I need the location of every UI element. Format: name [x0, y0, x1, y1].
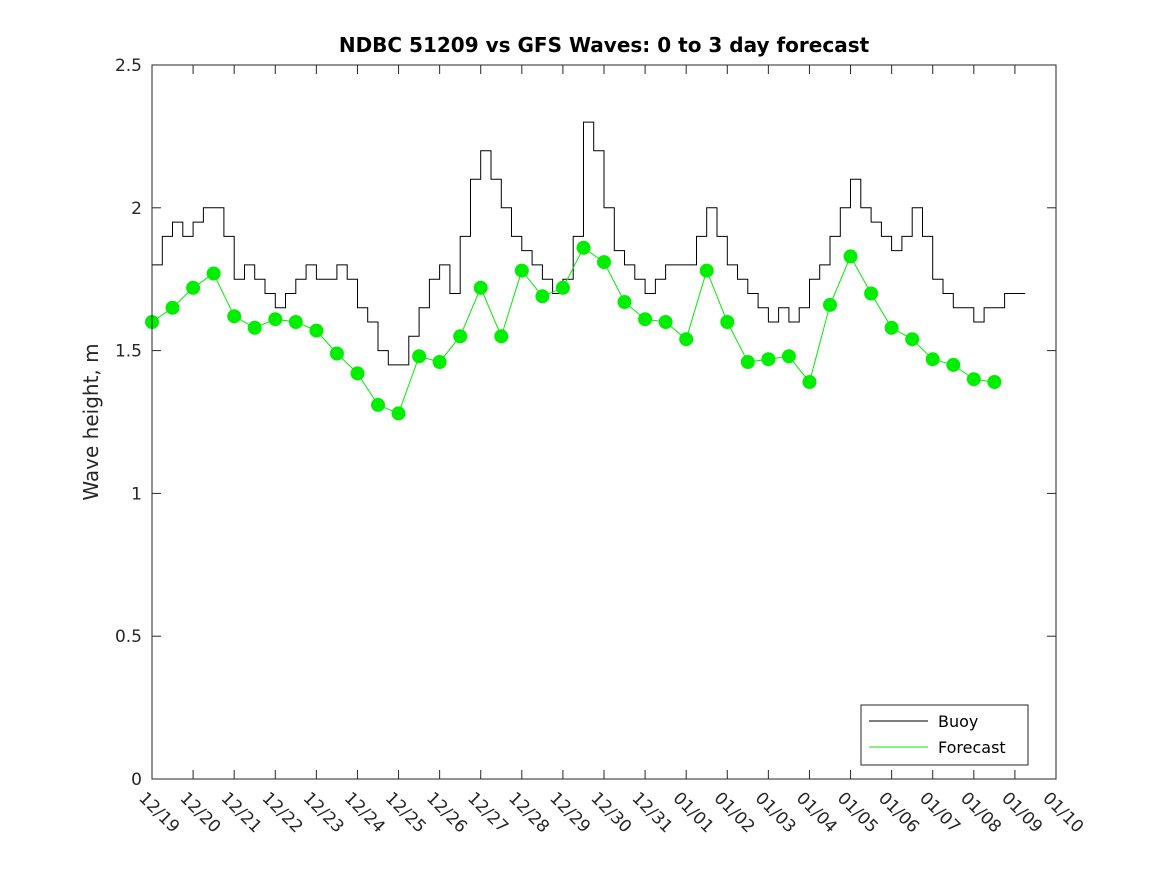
legend: Buoy Forecast: [860, 704, 1029, 766]
forecast-point: [864, 286, 879, 301]
forecast-point: [555, 280, 570, 295]
forecast-point: [288, 315, 303, 329]
y-tick-label: 0.5: [115, 627, 142, 647]
forecast-point: [925, 352, 940, 367]
forecast-point: [371, 397, 385, 412]
forecast-point: [576, 240, 591, 255]
forecast-point: [186, 280, 201, 295]
y-axis-label: Wave height, m: [79, 343, 103, 500]
y-tick-label: 1.5: [115, 342, 142, 362]
forecast-point: [597, 255, 611, 270]
forecast-point: [617, 295, 632, 309]
forecast-point: [823, 297, 837, 312]
forecast-point: [843, 249, 858, 264]
chart-title: NDBC 51209 vs GFS Waves: 0 to 3 day fore…: [339, 33, 870, 57]
forecast-point: [658, 315, 673, 329]
forecast-point: [802, 375, 817, 389]
forecast-point: [740, 355, 755, 369]
forecast-point: [761, 352, 776, 367]
legend-buoy-label: Buoy: [938, 712, 978, 731]
forecast-point: [699, 263, 714, 278]
forecast-point: [679, 332, 694, 347]
forecast-point: [227, 309, 242, 324]
legend-forecast-label: Forecast: [938, 738, 1006, 757]
y-tick-label: 1: [131, 484, 142, 504]
forecast-point: [473, 280, 488, 295]
series-layer: [145, 121, 1026, 421]
forecast-point: [494, 329, 509, 344]
forecast-point: [412, 349, 427, 364]
forecast-point: [946, 357, 961, 372]
y-tick-label: 2: [131, 199, 142, 219]
legend-box: [860, 704, 1029, 766]
forecast-point: [453, 329, 468, 344]
y-tick-label: 0: [131, 770, 142, 790]
forecast-point: [165, 300, 180, 315]
forecast-point: [535, 289, 550, 304]
forecast-point: [206, 266, 221, 281]
forecast-point: [514, 263, 529, 278]
forecast-point: [329, 346, 344, 361]
forecast-point: [432, 355, 447, 369]
y-tick-label: 2.5: [115, 56, 142, 76]
forecast-point: [966, 372, 981, 387]
forecast-point: [391, 406, 406, 421]
buoy-series-line: [152, 121, 1026, 366]
forecast-point: [781, 349, 796, 364]
forecast-point: [309, 323, 324, 338]
forecast-point: [638, 312, 653, 327]
forecast-point: [987, 375, 1002, 389]
forecast-point: [884, 320, 899, 335]
forecast-point: [268, 312, 283, 327]
forecast-point: [720, 315, 735, 329]
forecast-point: [247, 320, 262, 335]
forecast-point: [905, 332, 920, 347]
forecast-point: [350, 366, 365, 381]
